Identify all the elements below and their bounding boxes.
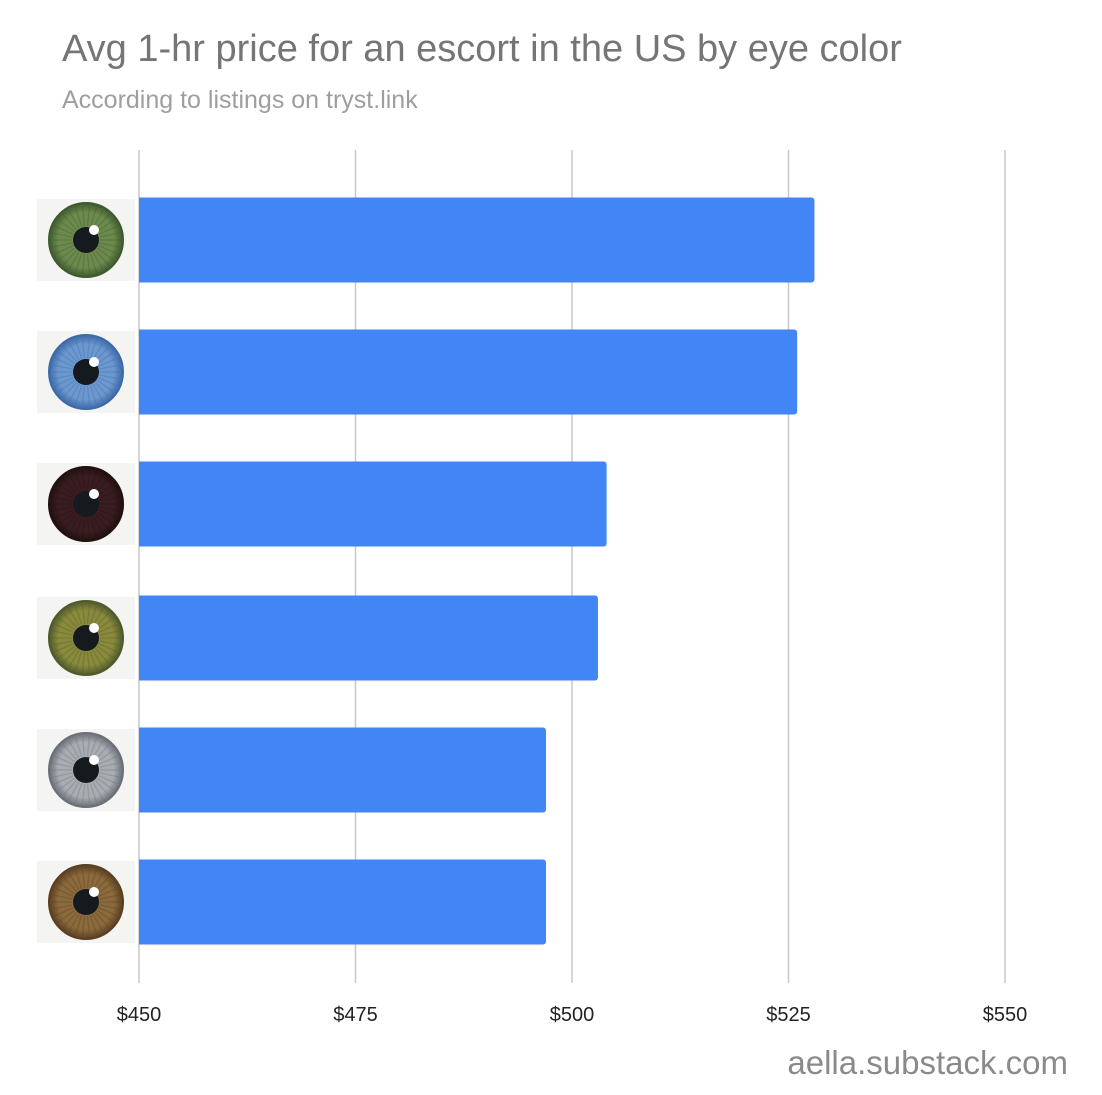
bar [138, 595, 598, 681]
dark-brown-eye-icon [37, 463, 135, 545]
bars [138, 197, 815, 945]
blue-eye-icon [37, 331, 135, 413]
gridlines [138, 150, 1006, 983]
chart-subtitle: According to listings on tryst.link [62, 86, 418, 114]
bar [139, 197, 815, 283]
bar-chart: $450 $475 $500 $525 $550 [37, 150, 1028, 1026]
x-tick-label: $475 [333, 1004, 378, 1026]
bar [139, 859, 547, 945]
hazel-eye-icon [37, 597, 135, 679]
green-eye-icon [37, 199, 135, 281]
bar [139, 329, 798, 415]
x-tick-label: $525 [766, 1004, 811, 1026]
brown-eye-icon [37, 861, 135, 943]
x-tick-label: $550 [983, 1004, 1028, 1026]
x-tick-label: $500 [550, 1004, 595, 1026]
bar [139, 461, 607, 547]
watermark: aella.substack.com [787, 1044, 1068, 1081]
x-tick-label: $450 [117, 1004, 162, 1026]
gray-eye-icon [37, 729, 135, 811]
chart-title: Avg 1-hr price for an escort in the US b… [62, 28, 902, 70]
category-icons [37, 199, 135, 943]
bar [139, 727, 547, 813]
x-axis-ticks: $450 $475 $500 $525 $550 [117, 1004, 1028, 1026]
